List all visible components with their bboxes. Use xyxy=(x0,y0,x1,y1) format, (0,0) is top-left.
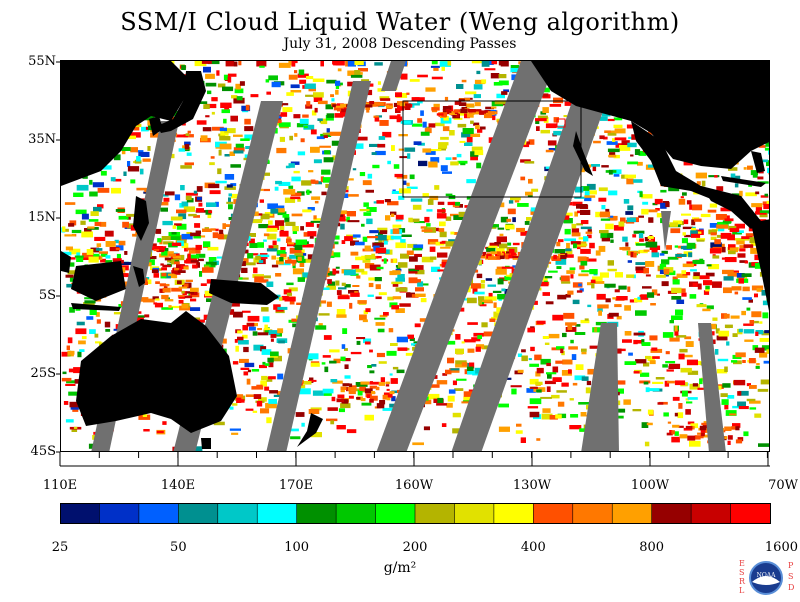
logo-letters-right: PSD xyxy=(788,561,794,592)
colorbar-tick-label: 50 xyxy=(148,540,208,555)
colorbar-tick-label: 200 xyxy=(385,540,445,555)
colorbar-swatch xyxy=(139,503,179,523)
colorbar-swatch xyxy=(415,503,455,523)
colorbar-swatch xyxy=(178,503,218,523)
logo-letter: R xyxy=(739,577,746,586)
colorbar-swatch xyxy=(652,503,692,523)
colorbar-swatch xyxy=(533,503,573,523)
colorbar-swatch xyxy=(731,503,771,523)
colorbar-swatch xyxy=(454,503,494,523)
colorbar-swatch xyxy=(612,503,652,523)
colorbar-swatch xyxy=(691,503,731,523)
logo-letter: E xyxy=(739,559,745,568)
logo-letter: S xyxy=(739,568,744,577)
colorbar-swatch xyxy=(494,503,534,523)
logo-letter: P xyxy=(788,561,794,570)
colorbar-swatch xyxy=(297,503,337,523)
noaa-badge-text: NOAA xyxy=(757,572,777,579)
colorbar-swatch xyxy=(336,503,376,523)
colorbar-tick-label: 400 xyxy=(503,540,563,555)
colorbar-swatch xyxy=(573,503,613,523)
colorbar-swatch xyxy=(99,503,139,523)
colorbar-swatch xyxy=(218,503,258,523)
colorbar-swatch xyxy=(257,503,297,523)
colorbar-tick-label: 800 xyxy=(622,540,682,555)
logo-letter: L xyxy=(739,586,745,595)
colorbar-swatch xyxy=(376,503,416,523)
colorbar xyxy=(60,503,772,525)
colorbar-tick-label: 100 xyxy=(267,540,327,555)
logo-letter: S xyxy=(788,572,793,581)
colorbar-tick-label: 1600 xyxy=(738,540,798,555)
logo-letter: D xyxy=(788,583,794,592)
colorbar-swatch xyxy=(60,503,100,523)
colorbar-tick-label: 25 xyxy=(30,540,90,555)
colorbar-units: g/m² xyxy=(370,560,430,576)
